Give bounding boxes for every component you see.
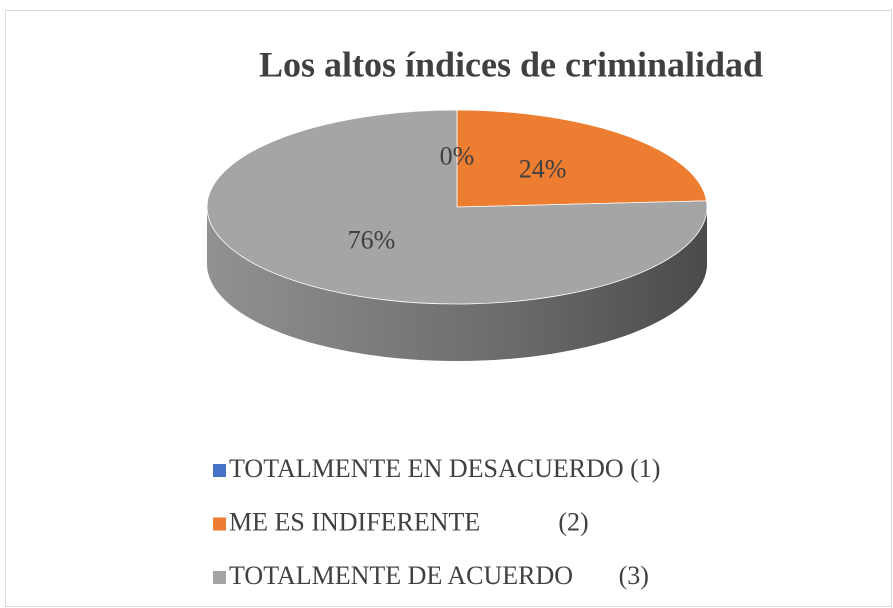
- chart-title: Los altos índices de criminalidad: [259, 44, 763, 84]
- legend-swatch: [213, 571, 226, 584]
- pie-slice: [456, 109, 707, 208]
- legend-swatch: [213, 464, 226, 477]
- data-label: 24%: [519, 155, 567, 184]
- legend-label: TOTALMENTE DE ACUERDO (3): [229, 561, 649, 590]
- data-label: 76%: [348, 225, 396, 254]
- pie-slice: [206, 109, 708, 305]
- data-label: 0%: [440, 141, 475, 170]
- legend-swatch: [213, 517, 226, 531]
- legend-label: ME ES INDIFERENTE (2): [229, 507, 589, 536]
- side-shade: [207, 207, 707, 361]
- legend-label: TOTALMENTE EN DESACUERDO (1): [229, 454, 660, 483]
